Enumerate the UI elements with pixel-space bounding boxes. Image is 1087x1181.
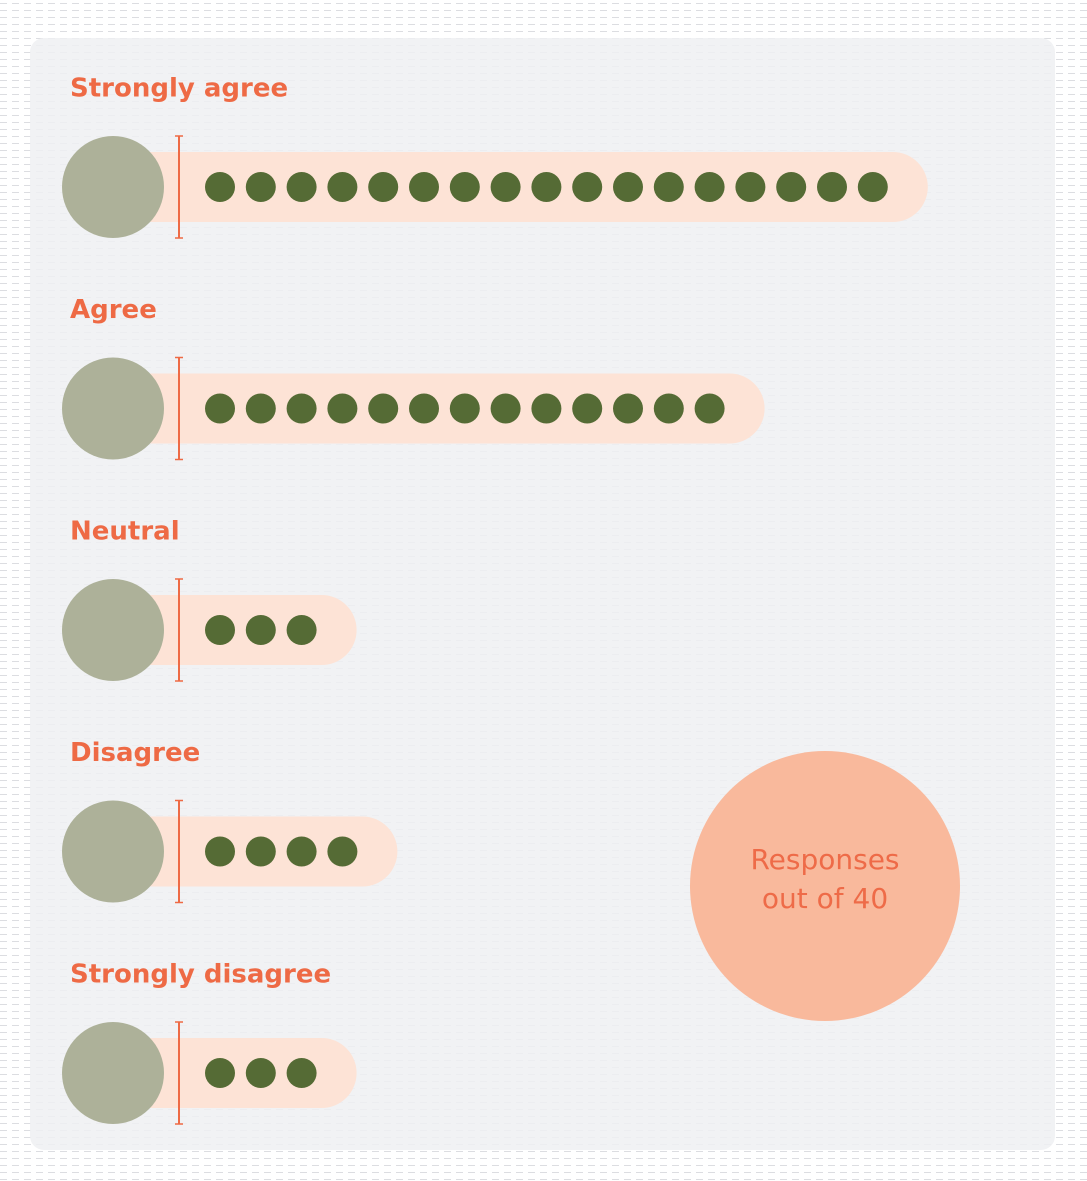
unit-dot [245, 615, 276, 645]
unit-dot [286, 172, 317, 202]
unit-dot [286, 393, 317, 424]
unit-dot [368, 393, 399, 424]
unit-dot [245, 172, 276, 202]
row-marker [62, 1022, 164, 1124]
unit-dot [613, 172, 643, 202]
unit-dot [409, 393, 439, 424]
unit-dot [857, 172, 888, 202]
unit-dot [286, 1058, 317, 1088]
unit-dot [286, 836, 317, 867]
unit-dot [694, 172, 725, 202]
category-label: Disagree [70, 738, 200, 768]
unit-dot [205, 172, 235, 202]
unit-dot [205, 836, 235, 867]
annotation: Responses [750, 843, 899, 876]
unit-dot [327, 393, 358, 424]
unit-dot [776, 172, 807, 202]
unit-dot [572, 393, 603, 424]
category-label: Strongly disagree [70, 960, 331, 990]
unit-dot [409, 172, 439, 202]
unit-dot [653, 172, 684, 202]
unit-dot [817, 172, 847, 202]
unit-dot [368, 172, 399, 202]
unit-dot [327, 172, 358, 202]
unit-dot [490, 172, 521, 202]
unit-dot [531, 393, 562, 424]
unit-dot [653, 393, 684, 424]
row-marker [62, 579, 164, 681]
category-label: Agree [70, 295, 157, 325]
unit-dot [245, 1058, 276, 1088]
unit-dot [490, 393, 521, 424]
unit-dot [245, 393, 276, 424]
unit-dot [613, 393, 643, 424]
unit-dot [449, 393, 480, 424]
category-label: Strongly agree [70, 74, 288, 104]
unit-dot [531, 172, 562, 202]
unit-dot [205, 393, 235, 424]
unit-dot [327, 836, 358, 867]
unit-dot [449, 172, 480, 202]
unit-dot [735, 172, 766, 202]
unit-dot [205, 1058, 235, 1088]
unit-dot [694, 393, 725, 424]
unit-dot [245, 836, 276, 867]
annotation-circle [690, 751, 960, 1021]
row-marker [62, 800, 164, 903]
row-marker [62, 136, 164, 238]
row-marker [62, 357, 164, 460]
unit-dot [572, 172, 603, 202]
unit-dot [286, 615, 317, 645]
annotation: out of 40 [762, 882, 888, 915]
unit-dot [205, 615, 235, 645]
category-label: Neutral [70, 517, 180, 547]
